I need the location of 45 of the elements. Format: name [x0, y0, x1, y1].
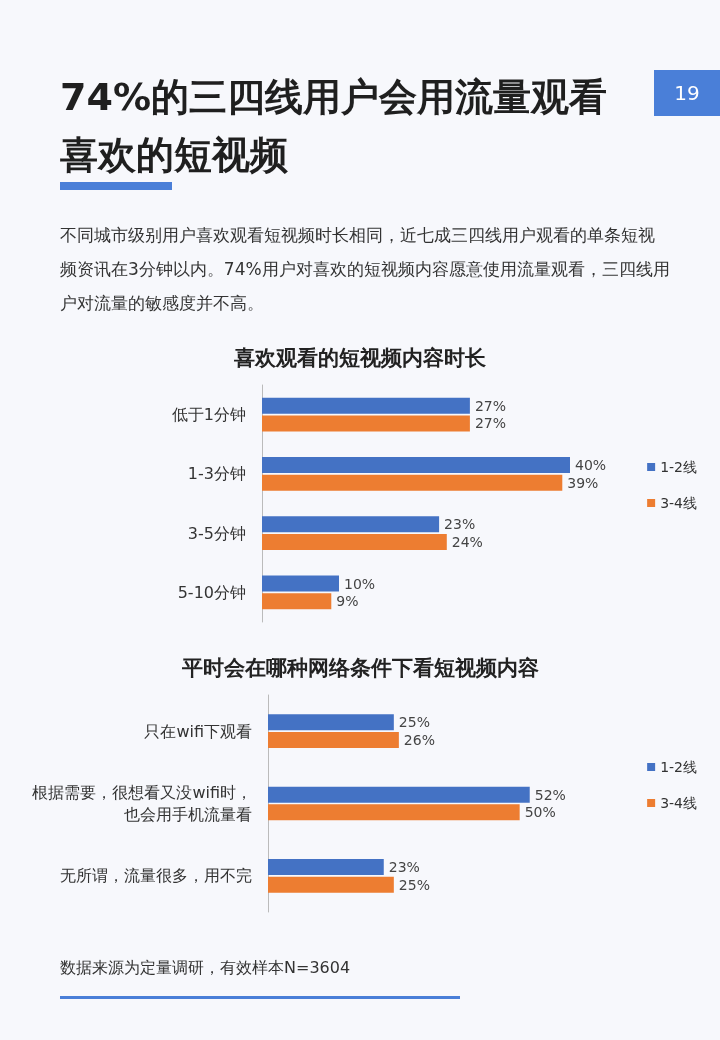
chart-title: 平时会在哪种网络条件下看短视频内容 — [180, 655, 539, 680]
bar — [262, 593, 332, 610]
bar — [262, 457, 570, 474]
data-label: 23% — [444, 516, 476, 533]
text: 数据来源为定量调研，有效样本N=3604 — [60, 958, 351, 979]
data-label: 25% — [398, 714, 430, 731]
data-label: 24% — [451, 533, 483, 550]
data-label: 26% — [403, 731, 435, 748]
bar — [268, 859, 384, 876]
text: 19 — [654, 70, 720, 116]
legend-label: 1-2线 — [660, 459, 698, 475]
legend-label: 1-2线 — [660, 759, 698, 775]
bar — [262, 397, 470, 414]
legend-label: 3-4线 — [660, 795, 698, 811]
data-label: 25% — [398, 876, 430, 893]
y-tick-label: 只在wifi下观看 — [144, 721, 252, 741]
y-tick-label: 3-5分钟 — [187, 523, 246, 543]
data-label: 52% — [534, 786, 566, 803]
y-tick-label: 低于1分钟 — [171, 405, 246, 425]
y-tick-label: 无所谓，流量很多，用不完 — [60, 866, 252, 886]
data-label: 50% — [524, 804, 556, 821]
legend-label: 3-4线 — [660, 495, 698, 511]
y-tick-label: 根据需要，很想看又没wifi时，也会用手机流量看 — [32, 783, 252, 824]
bar — [262, 415, 470, 432]
data-label: 40% — [575, 457, 607, 474]
text: 74%的三四线用户会用流量观看喜欢的短视频 — [60, 74, 608, 179]
bar — [262, 575, 339, 592]
bar — [268, 876, 394, 893]
bar — [262, 474, 563, 491]
data-label: 9% — [336, 593, 359, 610]
bar — [268, 786, 530, 803]
bar — [262, 533, 447, 550]
bar — [268, 714, 394, 731]
bar — [262, 516, 440, 533]
data-label: 23% — [388, 859, 420, 876]
bar — [268, 731, 399, 748]
data-label: 27% — [474, 415, 507, 432]
bar — [268, 804, 520, 821]
y-tick-label: 1-3分钟 — [187, 464, 246, 484]
data-label: 10% — [344, 575, 376, 592]
chart-title: 喜欢观看的短视频内容时长 — [233, 345, 487, 370]
data-label: 27% — [474, 397, 507, 414]
y-tick-label: 5-10分钟 — [177, 582, 246, 602]
text: 不同城市级别用户喜欢观看短视频时长相同，近七成三四线用户观看的单条短视频资讯在3分钟以内。74%用户对喜欢的短视频内容愿意使用流量观看，三四线用户对流量的敏感度并不高。 — [60, 224, 670, 315]
data-label: 39% — [567, 474, 599, 491]
